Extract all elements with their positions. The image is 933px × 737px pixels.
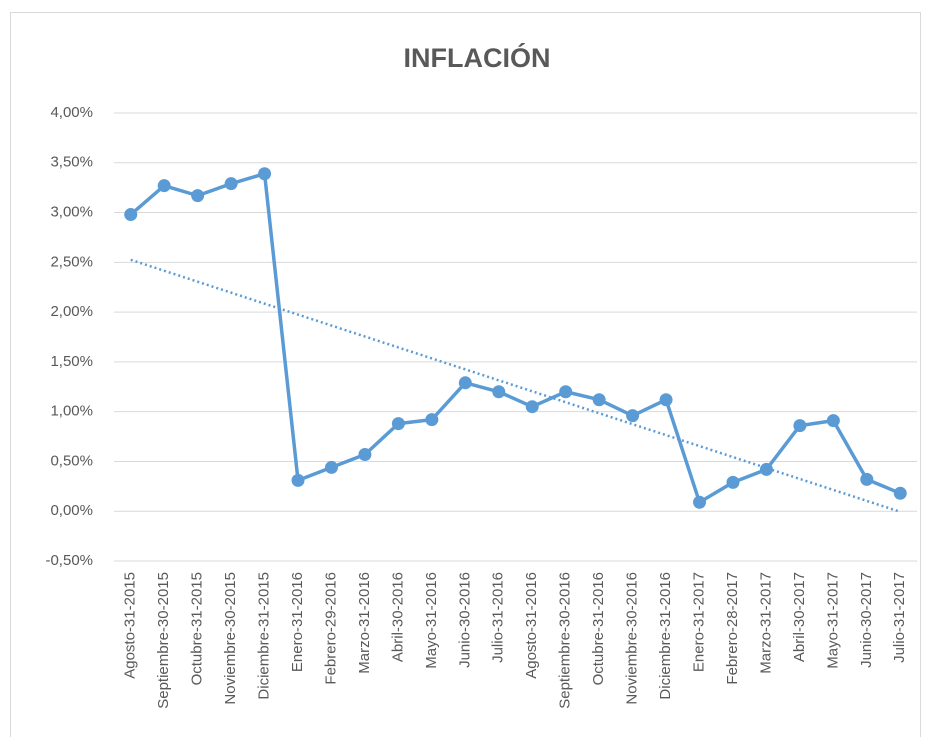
y-tick-label: 0,50%: [50, 452, 93, 469]
x-tick-label: Agosto-31-2015: [122, 572, 139, 679]
y-tick-label: 2,00%: [50, 303, 93, 320]
data-point: [592, 393, 606, 407]
data-point: [492, 385, 506, 399]
x-tick-label: Agosto-31-2016: [523, 572, 540, 679]
chart-border: [10, 12, 921, 737]
x-tick-label: Diciembre-31-2016: [657, 572, 674, 700]
y-tick-label: 3,50%: [50, 154, 93, 171]
data-point: [525, 400, 539, 414]
data-point: [324, 460, 338, 474]
data-point: [358, 447, 372, 461]
data-point: [425, 413, 439, 427]
x-tick-label: Abril-30-2017: [791, 572, 808, 662]
y-tick-label: 2,50%: [50, 253, 93, 270]
data-point: [893, 486, 907, 500]
data-point: [726, 475, 740, 489]
data-point: [759, 462, 773, 476]
x-tick-label: Octubre-31-2016: [590, 572, 607, 685]
data-point: [860, 472, 874, 486]
data-point: [157, 179, 171, 193]
x-tick-label: Marzo-31-2016: [356, 572, 373, 674]
x-tick-label: Septiembre-30-2015: [155, 572, 172, 709]
x-tick-label: Enero-31-2016: [289, 572, 306, 672]
data-point: [224, 177, 238, 191]
y-tick-label: 3,00%: [50, 204, 93, 221]
data-point: [124, 208, 138, 222]
y-tick-label: -0,50%: [45, 552, 93, 569]
x-tick-label: Septiembre-30-2016: [557, 572, 574, 709]
data-point: [291, 473, 305, 487]
x-tick-label: Diciembre-31-2015: [256, 572, 273, 700]
chart-title: INFLACIÓN: [404, 42, 551, 73]
data-point: [391, 417, 405, 431]
x-tick-label: Julio-31-2017: [891, 572, 908, 663]
y-tick-label: 1,00%: [50, 403, 93, 420]
data-point: [659, 393, 673, 407]
x-tick-label: Enero-31-2017: [690, 572, 707, 672]
x-tick-label: Noviembre-30-2016: [624, 572, 641, 705]
x-tick-label: Junio-30-2017: [858, 572, 875, 668]
data-point: [793, 419, 807, 433]
x-tick-label: Mayo-31-2017: [824, 572, 841, 669]
data-point: [458, 376, 472, 390]
x-tick-label: Octubre-31-2015: [189, 572, 206, 685]
data-point: [191, 189, 205, 203]
x-tick-label: Febrero-29-2016: [322, 572, 339, 685]
x-tick-label: Noviembre-30-2015: [222, 572, 239, 705]
data-point: [258, 167, 272, 181]
data-point: [826, 414, 840, 428]
x-tick-label: Julio-31-2016: [490, 572, 507, 663]
data-point: [559, 385, 573, 399]
x-tick-label: Mayo-31-2016: [423, 572, 440, 669]
x-tick-label: Marzo-31-2017: [757, 572, 774, 674]
x-tick-label: Abril-30-2016: [389, 572, 406, 662]
data-point: [693, 495, 707, 509]
y-tick-label: 1,50%: [50, 353, 93, 370]
y-tick-label: 4,00%: [50, 104, 93, 121]
data-point: [626, 409, 640, 423]
y-tick-label: 0,00%: [50, 502, 93, 519]
x-tick-label: Junio-30-2016: [456, 572, 473, 668]
x-tick-label: Febrero-28-2017: [724, 572, 741, 685]
